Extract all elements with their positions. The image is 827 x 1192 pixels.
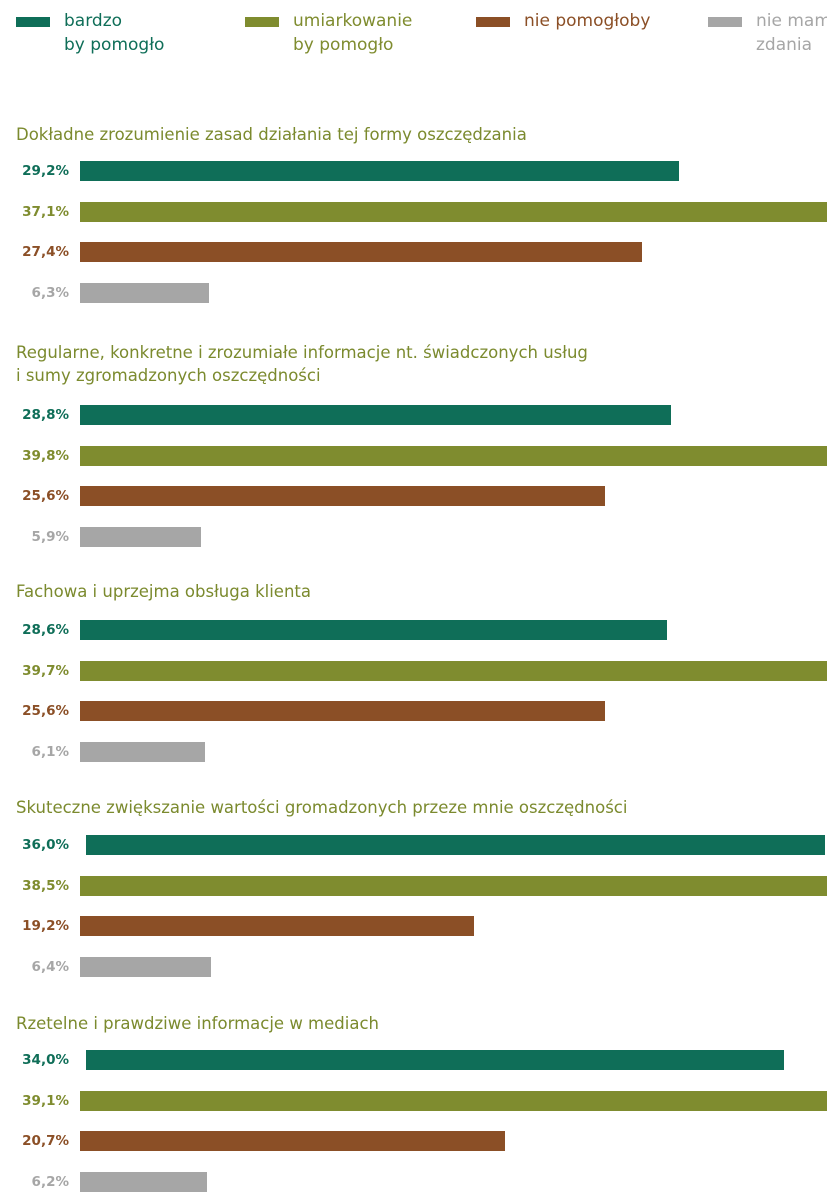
value-label: 27,4% [22,244,69,260]
bar [80,486,605,506]
value-label: 19,2% [22,918,69,934]
value-label: 6,2% [31,1174,69,1190]
value-label: 6,3% [31,285,69,301]
bar [80,446,827,466]
value-label: 37,1% [22,204,69,220]
bar [80,1091,827,1111]
value-label: 36,0% [22,837,69,853]
value-label: 38,5% [22,878,69,894]
category-title: Dokładne zrozumienie zasad działania tej… [16,125,527,144]
value-label: 29,2% [22,163,69,179]
value-label: 25,6% [22,703,69,719]
legend-swatch [476,17,510,27]
bar [80,661,827,681]
bar [80,242,642,262]
value-label: 25,6% [22,488,69,504]
bar [80,957,211,977]
value-label: 39,1% [22,1093,69,1109]
bar [80,1131,505,1151]
bar [80,701,605,721]
bar [80,283,209,303]
value-label: 28,8% [22,407,69,423]
legend-swatch [245,17,279,27]
value-label: 6,1% [31,744,69,760]
bar [80,1172,207,1192]
category-title: Rzetelne i prawdziwe informacje w mediac… [16,1014,379,1033]
value-label: 6,4% [31,959,69,975]
value-label: 34,0% [22,1052,69,1068]
legend-label: umiarkowanie by pomogło [293,11,413,55]
legend-label: nie pomogłoby [524,11,651,31]
legend-label: bardzo by pomogło [64,11,165,55]
bar [86,1050,784,1070]
category-title: Skuteczne zwiększanie wartości gromadzon… [16,798,628,817]
category-title: Fachowa i uprzejma obsługa klienta [16,582,311,601]
bar [80,742,205,762]
value-label: 39,7% [22,663,69,679]
value-label: 28,6% [22,622,69,638]
bar [86,835,825,855]
legend-swatch [16,17,50,27]
bar [80,620,667,640]
bar [80,405,671,425]
value-label: 5,9% [31,529,69,545]
category-title: Regularne, konkretne i zrozumiałe inform… [16,343,588,385]
bar [80,876,827,896]
legend-label: nie mam zdania [756,11,827,55]
bar [80,202,827,222]
bar [80,161,679,181]
value-label: 39,8% [22,448,69,464]
value-label: 20,7% [22,1133,69,1149]
bar [80,916,474,936]
bar [80,527,201,547]
legend-swatch [708,17,742,27]
